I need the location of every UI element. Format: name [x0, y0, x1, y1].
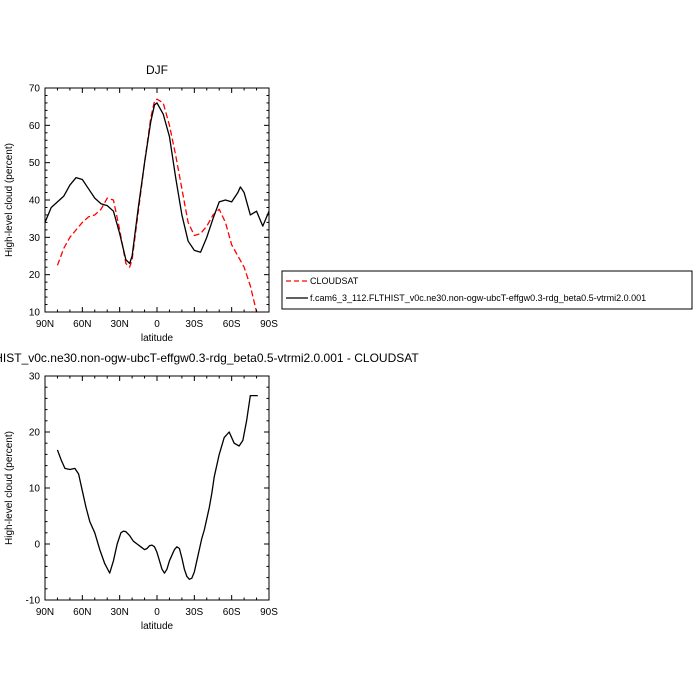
- chart-panel-2: 90N 60N 30N 0 30S 60S 90S -10 0 10 20 30 latitude Hig…: [0, 351, 419, 632]
- y-tick-label: -10: [26, 596, 41, 607]
- y-tick-label: 40: [29, 196, 41, 207]
- x-tick-label: 60S: [223, 319, 241, 330]
- y-axis-label: High-level cloud (percent): [4, 431, 15, 545]
- y-tick-label: 0: [34, 540, 40, 551]
- x-tick-label: 30S: [185, 607, 203, 618]
- legend: CLOUDSAT f.cam6_3_112.FLTHIST_v0c.ne30.no…: [281, 270, 693, 310]
- x-tick-label: 0: [154, 319, 160, 330]
- x-tick-label: 90N: [36, 607, 54, 618]
- legend-label: CLOUDSAT: [310, 276, 359, 286]
- x-tick-label: 30N: [110, 319, 128, 330]
- x-tick-label: 0: [154, 607, 160, 618]
- x-tick-label: 90N: [36, 319, 54, 330]
- x-tick-label: 60N: [73, 607, 91, 618]
- y-tick-label: 10: [29, 308, 41, 319]
- y-tick-label: 10: [29, 484, 41, 495]
- legend-box: [281, 270, 693, 310]
- legend-label: f.cam6_3_112.FLTHIST_v0c.ne30.non-ogw-ub…: [310, 293, 646, 303]
- x-tick-label: 60S: [223, 607, 241, 618]
- x-axis-label: latitude: [141, 621, 174, 632]
- x-tick-label: 90S: [260, 319, 278, 330]
- y-tick-label: 30: [29, 233, 41, 244]
- y-axis-label: High-level cloud (percent): [4, 143, 15, 257]
- plot-frame: [44, 87, 270, 313]
- x-tick-label: 90S: [260, 607, 278, 618]
- x-tick-label: 30N: [110, 607, 128, 618]
- chart-title: f.cam6_3_112.FLTHIST_v0c.ne30.non-ogw-ub…: [0, 351, 419, 365]
- y-tick-label: 50: [29, 158, 41, 169]
- chart-title: DJF: [146, 63, 168, 77]
- y-tick-label: 20: [29, 428, 41, 439]
- y-tick-label: 60: [29, 121, 41, 132]
- y-tick-label: 70: [29, 84, 41, 95]
- plot-frame: [44, 375, 270, 601]
- y-tick-label: 20: [29, 270, 41, 281]
- y-tick-label: 30: [29, 372, 41, 383]
- chart-panel-1: 90N 60N 30N 0 30S 60S 90S 10 20 30 40 50 60 70 latitud…: [4, 63, 693, 344]
- series-line-1-1: [56, 98, 258, 312]
- x-tick-label: 60N: [73, 319, 91, 330]
- series-line-1-2: [45, 102, 269, 265]
- series-line-2-1: [56, 394, 258, 580]
- x-tick-label: 30S: [185, 319, 203, 330]
- x-axis-label: latitude: [141, 333, 174, 344]
